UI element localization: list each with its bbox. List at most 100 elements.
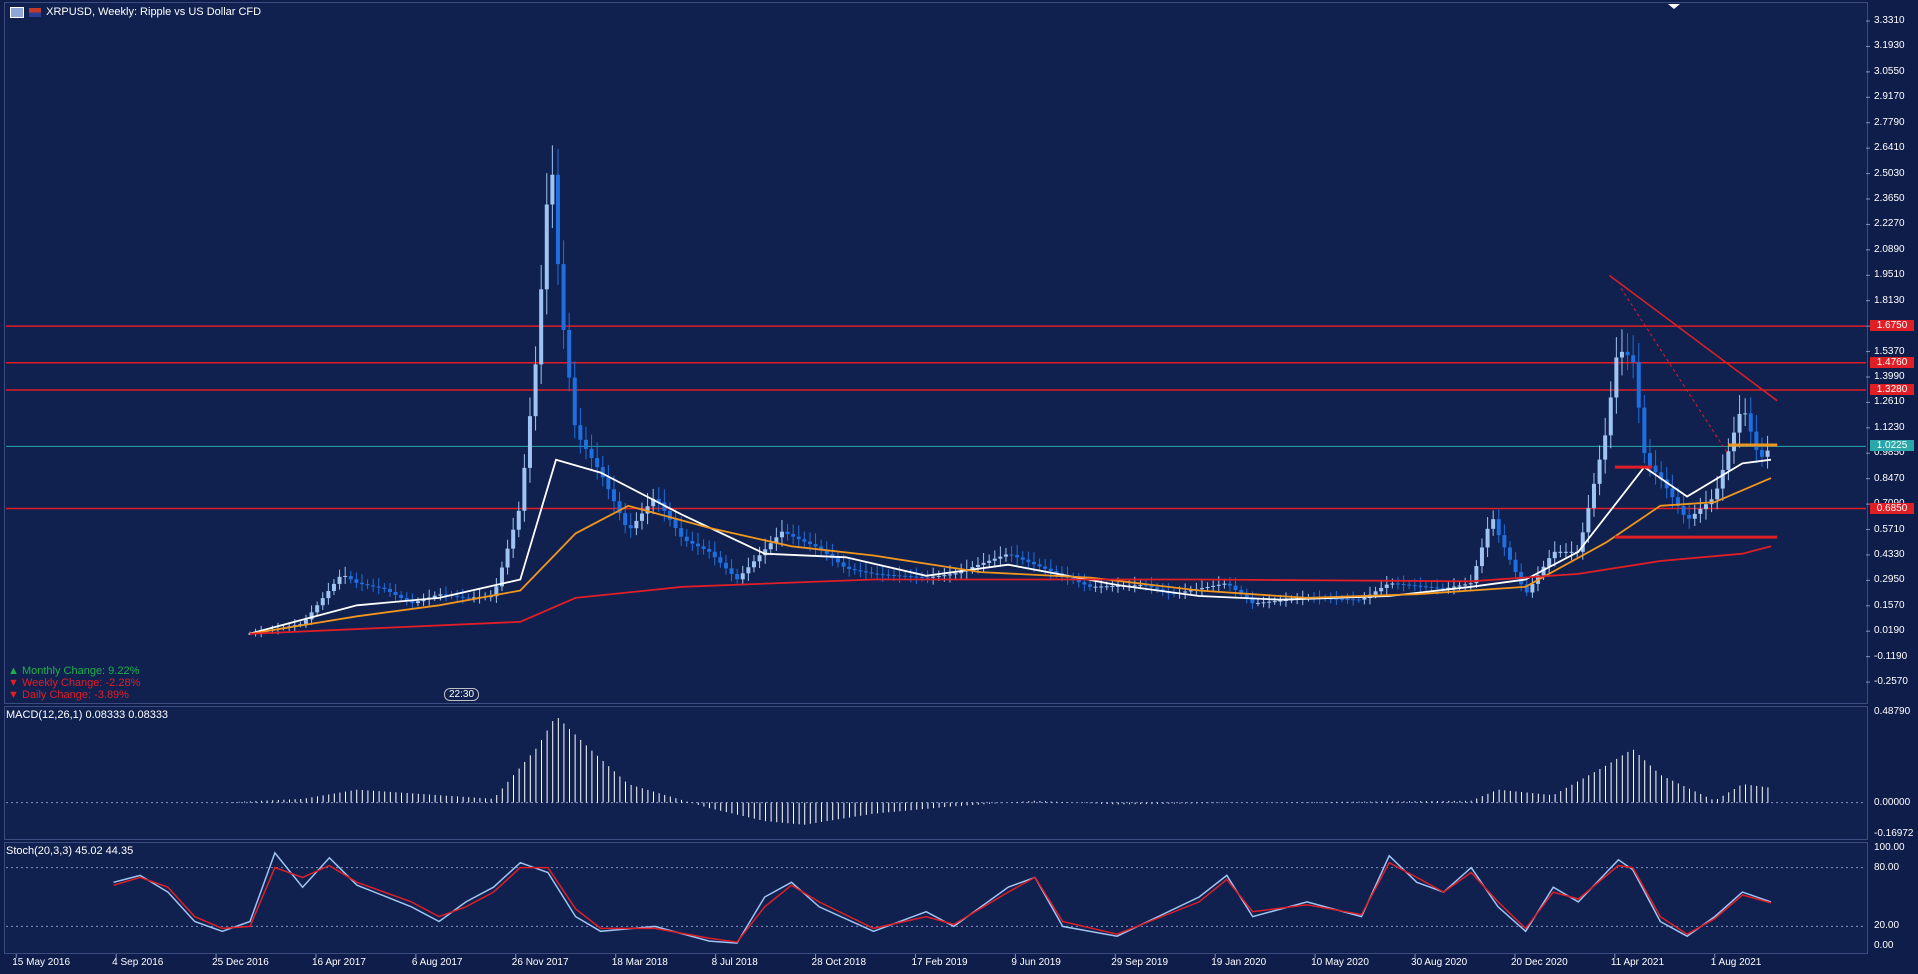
y-tick-label: 0.5710 (1874, 523, 1905, 535)
macd-pane[interactable] (4, 706, 1868, 840)
candle-body (410, 600, 415, 604)
candle-body (343, 575, 348, 577)
candle-body (511, 529, 516, 549)
candle-body (1138, 585, 1143, 587)
candle-body (953, 573, 958, 575)
candle-body (1491, 519, 1496, 529)
candle-body (1737, 413, 1742, 433)
x-tick-label: 28 Oct 2018 (811, 957, 867, 968)
y-tick-label: 0.1570 (1874, 599, 1905, 611)
candle-body (673, 519, 678, 529)
candle-body (1698, 509, 1703, 514)
descending-trendline (1609, 274, 1778, 402)
x-tick-label: 29 Sep 2019 (1111, 957, 1168, 968)
candle-body (718, 557, 723, 563)
candle-body (1239, 590, 1244, 595)
y-tick-label: 0.0190 (1874, 625, 1905, 637)
x-tick-label: 30 Aug 2020 (1411, 957, 1468, 968)
candle-body (1530, 583, 1535, 593)
candle-body (824, 549, 829, 554)
y-tick-label: 1.8130 (1874, 294, 1905, 306)
scroll-marker-icon (1668, 4, 1680, 9)
candle-body (1670, 488, 1675, 498)
triangle-up-icon: ▲ (8, 665, 19, 677)
candle-body (1183, 591, 1188, 593)
candle-body (779, 531, 784, 538)
weekly-change: ▼ Weekly Change: -2.28% (8, 677, 141, 689)
candle-body (1569, 551, 1574, 553)
candle-body (858, 570, 863, 572)
candle-body (925, 577, 930, 579)
dashed-projection-line (1620, 288, 1729, 455)
candle-body (1502, 535, 1507, 548)
stochastic-pane[interactable] (4, 842, 1868, 954)
candle-body (320, 598, 325, 606)
candle-body (735, 573, 740, 580)
x-tick-label: 15 May 2016 (12, 957, 71, 968)
candle-body (354, 579, 359, 583)
candle-body (662, 502, 667, 511)
candle-body (1255, 602, 1260, 604)
candle-body (399, 594, 404, 598)
candle-body (1115, 585, 1120, 587)
candle-body (1468, 583, 1473, 585)
candle-body (606, 477, 611, 490)
candle-body (1485, 528, 1490, 548)
candle-body (460, 596, 465, 598)
candle-body (544, 204, 549, 290)
y-tick-label: 1.9510 (1874, 269, 1905, 281)
candle-body (1171, 593, 1176, 595)
candle-body (1222, 583, 1227, 585)
symbol-label: XRPUSD, Weekly: Ripple vs US Dollar CFD (46, 6, 262, 18)
candle-body (897, 575, 902, 577)
candle-body (819, 546, 824, 550)
x-tick-label: 11 Apr 2021 (1610, 957, 1665, 968)
candle-body (1082, 582, 1087, 585)
x-tick-label: 25 Dec 2016 (212, 957, 269, 968)
candle-body (1765, 450, 1770, 457)
candle-body (499, 567, 504, 587)
candle-body (802, 539, 807, 542)
candle-body (998, 556, 1003, 559)
candle-body (628, 525, 633, 529)
candle-body (600, 467, 605, 478)
y-tick-label: 0.9850 (1874, 447, 1905, 459)
x-tick-label: 6 Aug 2017 (411, 957, 463, 968)
candle-body (1451, 586, 1456, 588)
candle-body (1479, 547, 1484, 567)
y-tick-label: 2.9170 (1874, 91, 1905, 103)
candle-body (656, 498, 661, 503)
candle-body (936, 575, 941, 577)
y-tick-label: 1.5370 (1874, 345, 1905, 357)
candle-body (516, 510, 521, 530)
candle-body (981, 562, 986, 565)
candle-body (376, 586, 381, 588)
candle-body (1731, 432, 1736, 452)
candle-body (382, 587, 387, 589)
candle-body (785, 531, 790, 535)
candle-body (1278, 600, 1283, 602)
candle-body (1687, 514, 1692, 519)
current-price-tag: 1.0225 (1870, 440, 1914, 452)
candle-body (1351, 599, 1356, 601)
price-chart-pane[interactable] (4, 2, 1868, 704)
candle-body (443, 594, 448, 596)
y-tick-label: 2.2270 (1874, 218, 1905, 230)
candle-body (415, 601, 420, 604)
candle-body (1283, 600, 1288, 602)
candle-body (634, 520, 639, 529)
candle-body (1647, 453, 1652, 466)
candle-body (494, 586, 499, 597)
candle-body (1390, 583, 1395, 585)
candle-body (740, 573, 745, 580)
candle-body (886, 574, 891, 576)
moving-average-line (249, 458, 1772, 635)
daily-change: ▼ Daily Change: -3.89% (8, 689, 129, 701)
candle-body (1418, 585, 1423, 587)
candle-body (1054, 571, 1059, 574)
level-price-tag: 1.3280 (1870, 384, 1914, 396)
candle-body (1619, 351, 1624, 358)
candle-body (421, 599, 426, 602)
candle-body (1205, 586, 1210, 589)
